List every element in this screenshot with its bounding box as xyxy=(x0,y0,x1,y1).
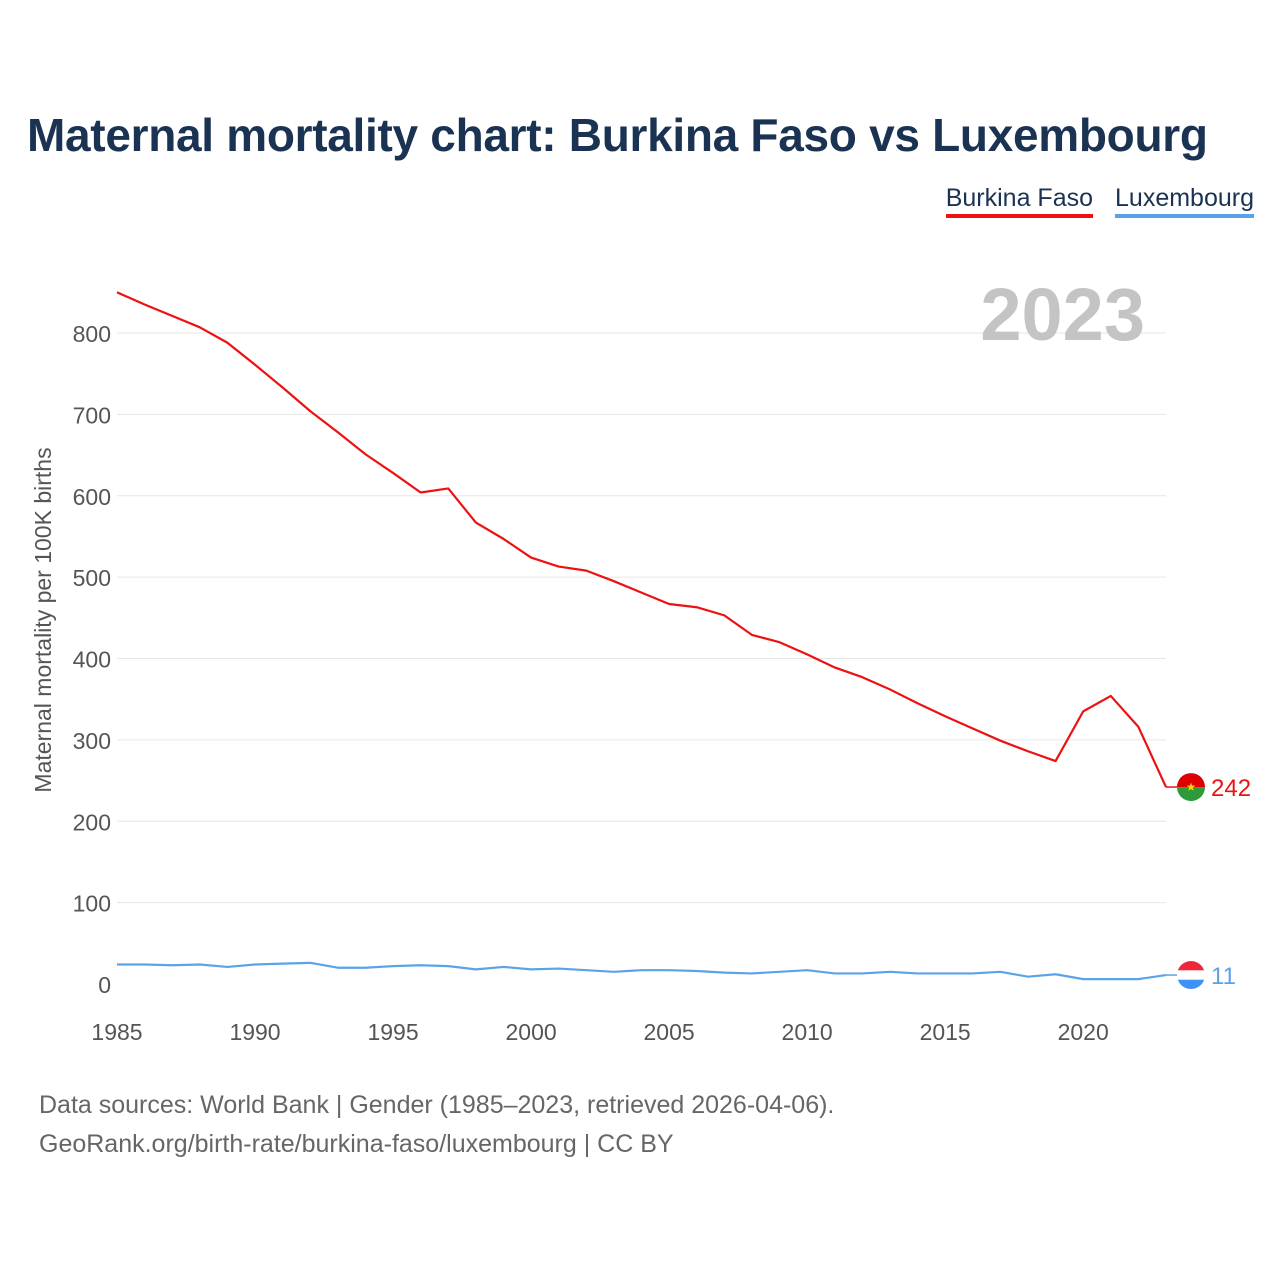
y-tick-label-200: 200 xyxy=(73,809,111,835)
y-tick-label-0: 0 xyxy=(98,972,111,998)
series-lines xyxy=(116,291,1167,981)
legend-item-burkina-faso[interactable]: Burkina Faso xyxy=(945,183,1094,218)
legend: Burkina Faso Luxembourg xyxy=(945,183,1254,218)
data-source-note: Data sources: World Bank | Gender (1985–… xyxy=(39,1091,835,1119)
attribution-link[interactable]: GeoRank.org/birth-rate/burkina-faso/luxe… xyxy=(39,1130,674,1158)
x-tick-label-2015: 2015 xyxy=(920,1019,971,1045)
x-tick-label-2010: 2010 xyxy=(782,1019,833,1045)
year-label: 2023 xyxy=(980,273,1145,356)
y-tick-label-600: 600 xyxy=(73,484,111,510)
y-tick-label-700: 700 xyxy=(73,402,111,428)
end-value-label-burkina-faso: 242 xyxy=(1211,775,1251,802)
y-tick-label-800: 800 xyxy=(73,321,111,347)
x-tick-label-2020: 2020 xyxy=(1058,1019,1109,1045)
y-tick-label-500: 500 xyxy=(73,565,111,591)
flag-icon-burkina-faso xyxy=(1177,773,1205,802)
footer: Data sources: World Bank | Gender (1985–… xyxy=(39,1086,834,1164)
chart-title: Maternal mortality chart: Burkina Faso v… xyxy=(27,109,1208,161)
y-tick-label-400: 400 xyxy=(73,647,111,673)
series-line-burkina-faso xyxy=(116,291,1167,788)
series-end-markers: 242 11 xyxy=(1166,773,1251,990)
x-tick-label-1990: 1990 xyxy=(229,1019,280,1045)
x-tick-label-2000: 2000 xyxy=(505,1019,556,1045)
x-axis-ticks: 1985 1990 1995 2000 2005 2010 2015 2020 xyxy=(91,1019,1108,1045)
y-tick-label-300: 300 xyxy=(73,728,111,754)
legend-item-luxembourg[interactable]: Luxembourg xyxy=(1115,183,1254,218)
gridlines xyxy=(117,332,1166,904)
y-axis-label: Maternal mortality per 100K births xyxy=(30,447,56,792)
end-value-label-luxembourg: 11 xyxy=(1211,963,1236,990)
y-axis-ticks: 0 100 200 300 400 500 600 700 800 xyxy=(73,321,111,998)
x-tick-label-1995: 1995 xyxy=(367,1019,418,1045)
x-tick-label-2005: 2005 xyxy=(644,1019,695,1045)
x-tick-label-1985: 1985 xyxy=(91,1019,142,1045)
flag-icon-luxembourg xyxy=(1177,961,1205,990)
series-line-luxembourg xyxy=(117,961,1167,981)
y-tick-label-100: 100 xyxy=(73,891,111,917)
